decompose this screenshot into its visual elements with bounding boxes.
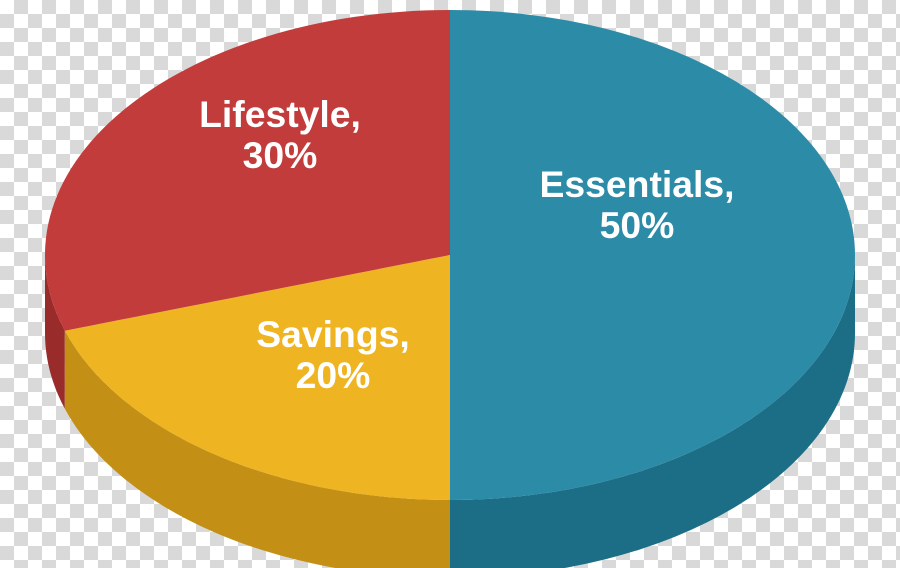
chart-stage: Essentials, 50% Savings, 20% Lifestyle, … (0, 0, 900, 568)
budget-pie-chart (0, 0, 900, 568)
